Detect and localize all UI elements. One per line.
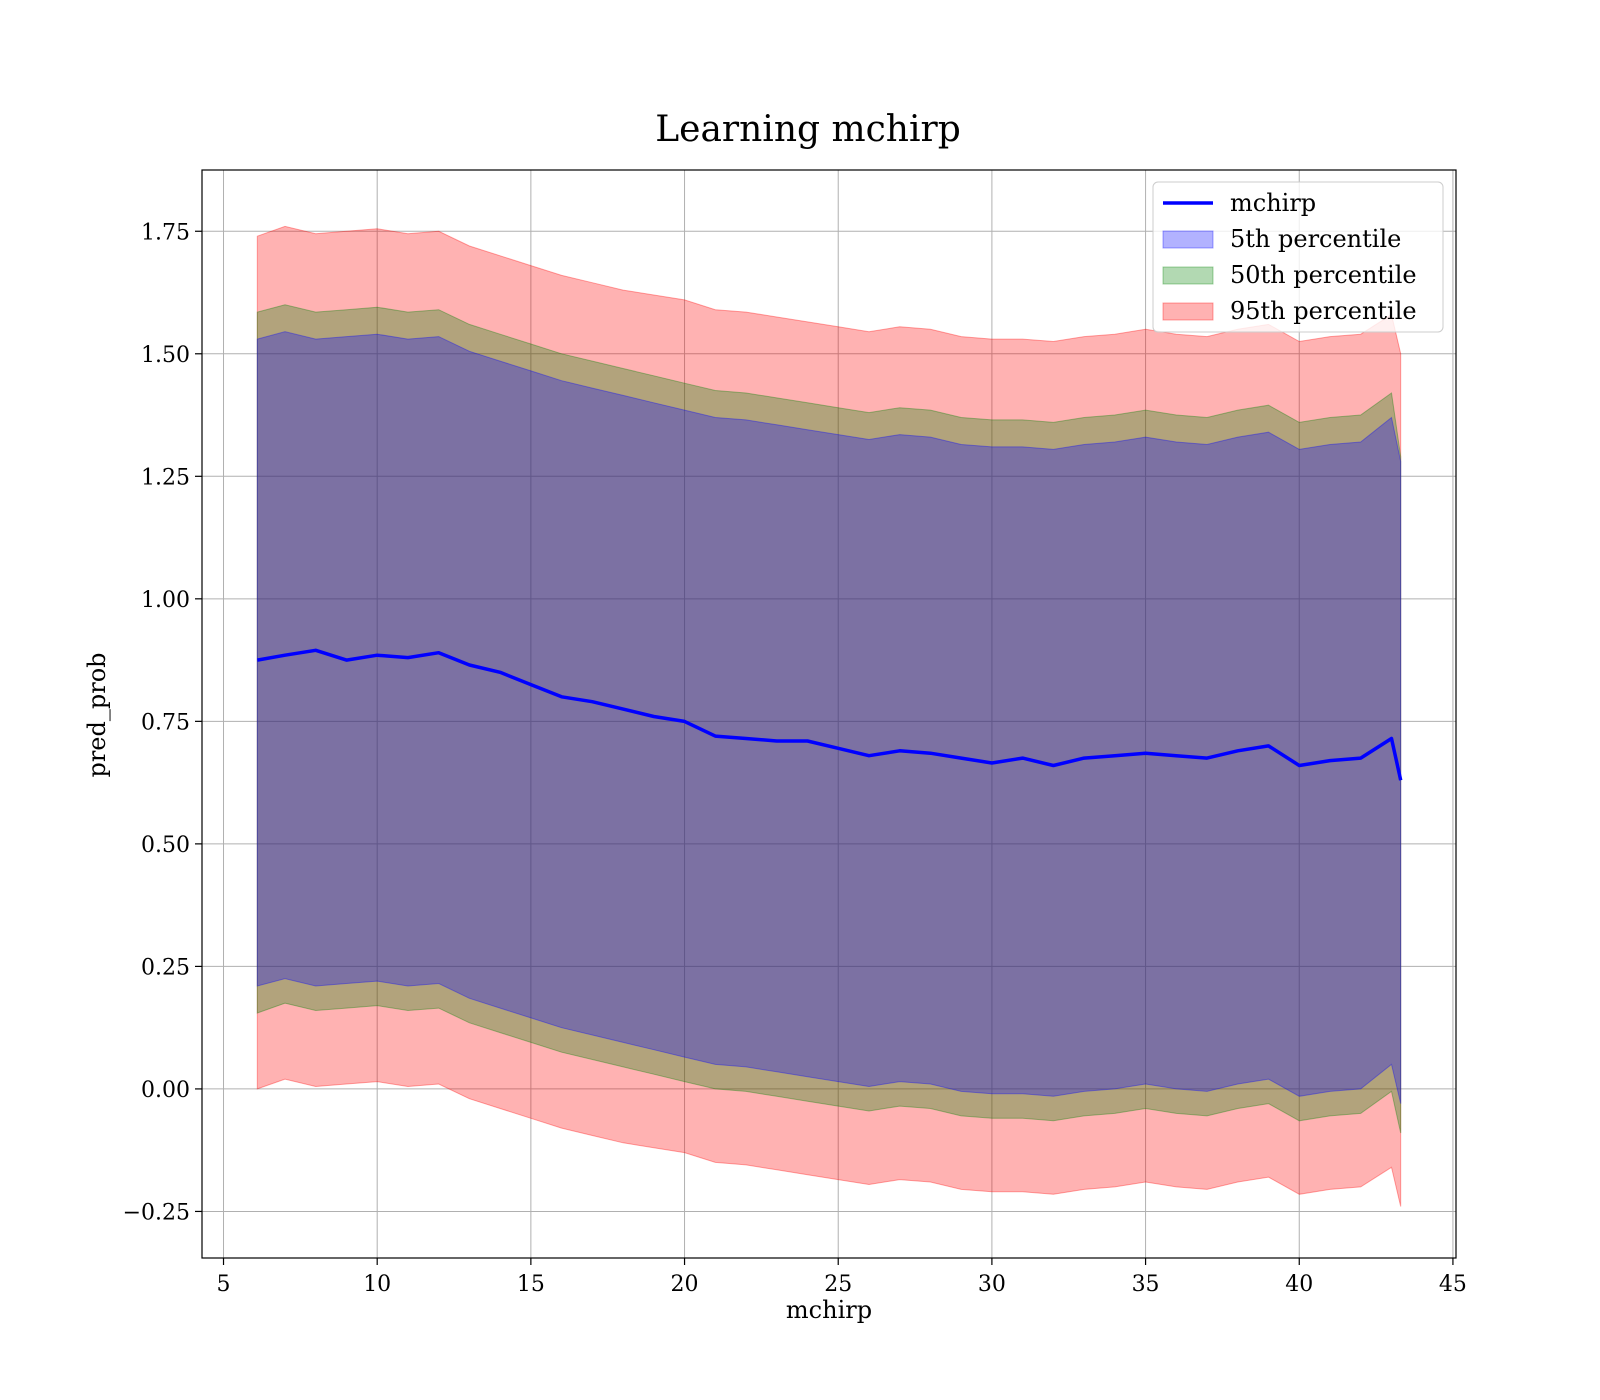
y-axis-ticks: −0.25 0.00 0.25 0.50 0.75 1.00 1.25 1.50 1.75 [123, 220, 202, 1225]
x-tick-label: 35 [1132, 1272, 1160, 1297]
chart-title: Learning mchirp [655, 109, 961, 150]
y-tick-label: 1.25 [141, 465, 190, 490]
band-50th-percentile [256, 304, 1402, 1134]
x-tick-label: 15 [517, 1272, 545, 1297]
legend-swatch-patch [1162, 266, 1214, 285]
percentile-bands [256, 225, 1402, 1207]
legend-label: 95th percentile [1230, 297, 1417, 325]
y-tick-label: 1.75 [141, 220, 190, 245]
legend-label: 5th percentile [1230, 225, 1401, 253]
band-95th-percentile [256, 225, 1402, 1207]
x-axis-label: mchirp [786, 1296, 872, 1324]
plot-background [202, 170, 1456, 1258]
y-tick-label: 0.00 [141, 1078, 190, 1103]
x-tick-label: 25 [824, 1272, 852, 1297]
x-axis-ticks: 5 10 15 20 25 30 35 40 45 [217, 1258, 1467, 1297]
y-tick-label: −0.25 [123, 1200, 190, 1225]
y-tick-label: 0.50 [141, 833, 190, 858]
axes-border [201, 169, 1457, 1259]
x-tick-label: 40 [1285, 1272, 1313, 1297]
legend-swatch-patch [1162, 230, 1214, 249]
line-mchirp [256, 648, 1403, 781]
legend-box [1152, 181, 1444, 333]
legend-label: mchirp [1230, 189, 1316, 217]
band-5th-percentile [256, 331, 1402, 1104]
legend: mchirp 5th percentile 50th percentile 95th … [1152, 181, 1444, 333]
grid [202, 170, 1456, 1258]
x-tick-label: 30 [978, 1272, 1006, 1297]
x-tick-label: 20 [671, 1272, 699, 1297]
legend-label: 50th percentile [1230, 261, 1417, 289]
plot-area [202, 170, 1456, 1258]
series-line [256, 648, 1403, 781]
legend-swatch-patch [1162, 302, 1214, 321]
y-tick-label: 1.50 [141, 343, 190, 368]
x-tick-label: 5 [217, 1272, 231, 1297]
y-tick-label: 0.25 [141, 955, 190, 980]
y-axis-label: pred_prob [83, 652, 111, 777]
axes-frame [201, 169, 1457, 1259]
x-tick-label: 10 [363, 1272, 391, 1297]
x-tick-label: 45 [1439, 1272, 1467, 1297]
y-tick-label: 1.00 [141, 588, 190, 613]
y-tick-label: 0.75 [141, 710, 190, 735]
